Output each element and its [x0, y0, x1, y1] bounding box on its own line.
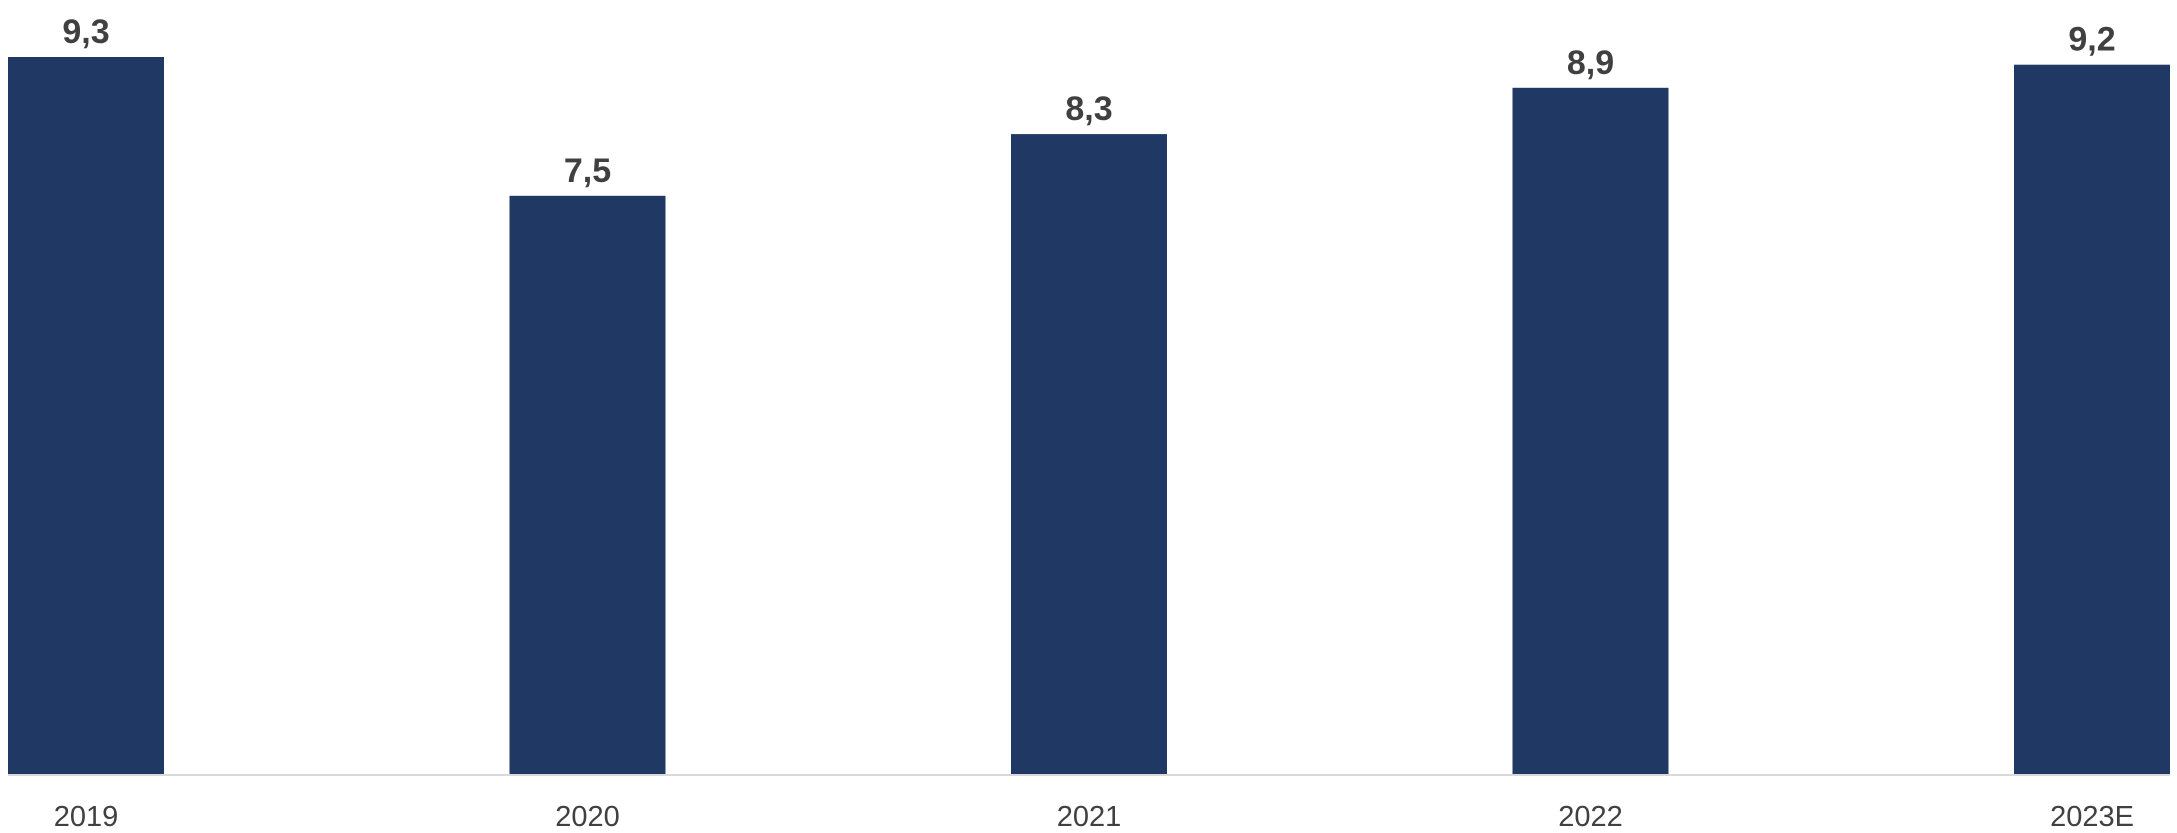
value-label-2019: 9,3 — [62, 13, 109, 51]
bars-group — [8, 57, 2170, 775]
value-label-2023e: 9,2 — [2068, 21, 2115, 59]
x-tick-label-2020: 2020 — [555, 801, 620, 833]
bar-2023e — [2014, 64, 2170, 774]
value-label-2021: 8,3 — [1065, 90, 1112, 128]
bar-2020 — [509, 195, 666, 775]
bar-2019 — [8, 57, 164, 774]
x-tick-label-2019: 2019 — [54, 801, 119, 833]
value-label-2020: 7,5 — [564, 152, 611, 190]
bar-2021 — [1011, 134, 1167, 775]
bar-2022 — [1512, 87, 1669, 775]
x-tick-labels-group: 2019 2020 2021 2022 2023E — [54, 801, 2134, 833]
x-tick-label-2023e: 2023E — [2050, 801, 2134, 833]
value-labels-group: 9,3 7,5 8,3 8,9 9,2 — [62, 13, 2115, 190]
value-label-2022: 8,9 — [1567, 44, 1614, 82]
x-tick-label-2021: 2021 — [1057, 801, 1122, 833]
x-tick-label-2022: 2022 — [1558, 801, 1623, 833]
